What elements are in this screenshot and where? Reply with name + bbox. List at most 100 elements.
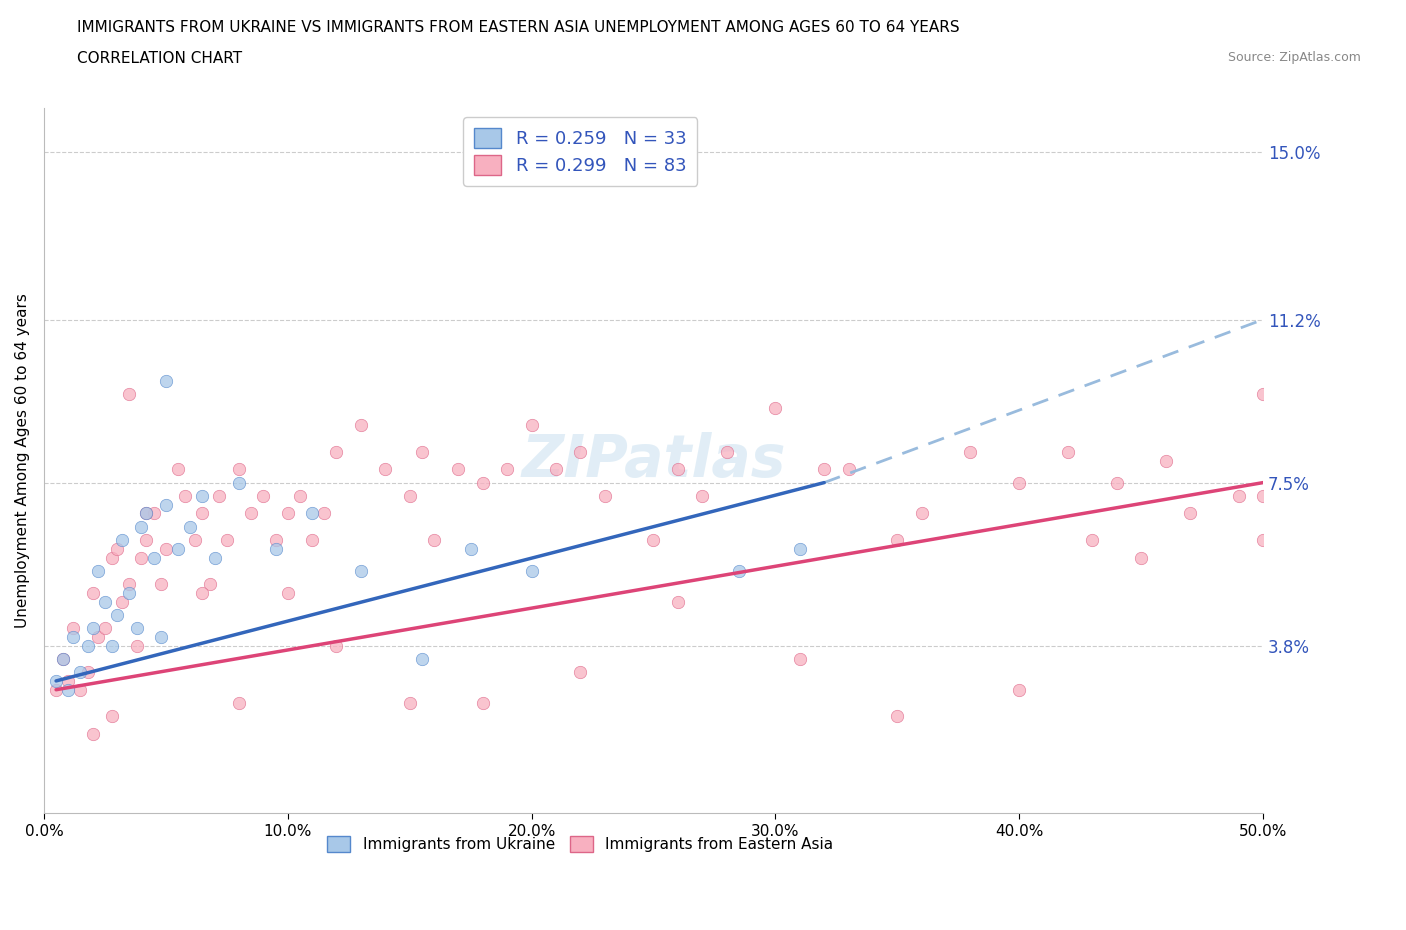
Point [411, 651, 433, 666]
Point [131, 550, 153, 565]
Point [142, 506, 165, 521]
Point [789, 541, 811, 556]
Point [959, 445, 981, 459]
Point [789, 651, 811, 666]
Point [155, 541, 177, 556]
Point [69, 683, 91, 698]
Point [135, 506, 157, 521]
Point [228, 475, 250, 490]
Point [174, 488, 197, 503]
Point [1008, 683, 1031, 698]
Point [52, 651, 75, 666]
Point [325, 638, 347, 653]
Point [496, 462, 519, 477]
Point [208, 488, 231, 503]
Point [1081, 533, 1104, 548]
Point [58, 683, 80, 698]
Point [82, 585, 104, 600]
Point [314, 506, 336, 521]
Point [191, 585, 214, 600]
Point [1057, 445, 1080, 459]
Point [1178, 506, 1201, 521]
Point [58, 673, 80, 688]
Text: ZIPatlas: ZIPatlas [522, 432, 786, 489]
Point [398, 488, 420, 503]
Point [125, 620, 148, 635]
Point [45, 673, 67, 688]
Point [398, 696, 420, 711]
Legend: Immigrants from Ukraine, Immigrants from Eastern Asia: Immigrants from Ukraine, Immigrants from… [321, 830, 839, 858]
Point [184, 533, 207, 548]
Point [45, 683, 67, 698]
Point [167, 541, 190, 556]
Point [111, 594, 134, 609]
Point [277, 506, 299, 521]
Point [716, 445, 738, 459]
Point [149, 630, 172, 644]
Point [447, 462, 470, 477]
Point [52, 651, 75, 666]
Point [325, 445, 347, 459]
Point [76, 638, 98, 653]
Point [471, 696, 494, 711]
Point [727, 564, 749, 578]
Point [82, 726, 104, 741]
Point [301, 506, 323, 521]
Point [155, 374, 177, 389]
Point [62, 620, 84, 635]
Point [1251, 533, 1274, 548]
Point [1105, 475, 1128, 490]
Point [142, 550, 165, 565]
Point [911, 506, 934, 521]
Point [135, 506, 157, 521]
Point [763, 400, 786, 415]
Point [264, 541, 287, 556]
Point [101, 709, 124, 724]
Point [155, 498, 177, 512]
Point [135, 533, 157, 548]
Point [131, 519, 153, 534]
Point [1227, 488, 1250, 503]
Point [544, 462, 567, 477]
Point [643, 533, 665, 548]
Point [1251, 488, 1274, 503]
Point [94, 594, 117, 609]
Point [101, 638, 124, 653]
Point [350, 564, 373, 578]
Point [82, 620, 104, 635]
Point [125, 638, 148, 653]
Point [471, 475, 494, 490]
Point [228, 696, 250, 711]
Point [198, 577, 221, 591]
Text: IMMIGRANTS FROM UKRAINE VS IMMIGRANTS FROM EASTERN ASIA UNEMPLOYMENT AMONG AGES : IMMIGRANTS FROM UKRAINE VS IMMIGRANTS FR… [77, 20, 960, 35]
Point [149, 577, 172, 591]
Point [838, 462, 860, 477]
Y-axis label: Unemployment Among Ages 60 to 64 years: Unemployment Among Ages 60 to 64 years [15, 293, 30, 628]
Point [350, 418, 373, 432]
Text: Source: ZipAtlas.com: Source: ZipAtlas.com [1227, 51, 1361, 64]
Point [86, 630, 108, 644]
Point [569, 665, 592, 680]
Point [813, 462, 835, 477]
Point [179, 519, 201, 534]
Point [593, 488, 616, 503]
Point [569, 445, 592, 459]
Point [423, 533, 446, 548]
Point [666, 462, 689, 477]
Text: CORRELATION CHART: CORRELATION CHART [77, 51, 242, 66]
Point [118, 387, 141, 402]
Point [520, 564, 543, 578]
Point [118, 585, 141, 600]
Point [118, 577, 141, 591]
Point [288, 488, 311, 503]
Point [62, 630, 84, 644]
Point [520, 418, 543, 432]
Point [1154, 453, 1177, 468]
Point [111, 533, 134, 548]
Point [69, 665, 91, 680]
Point [886, 533, 908, 548]
Point [666, 594, 689, 609]
Point [204, 550, 226, 565]
Point [886, 709, 908, 724]
Point [191, 488, 214, 503]
